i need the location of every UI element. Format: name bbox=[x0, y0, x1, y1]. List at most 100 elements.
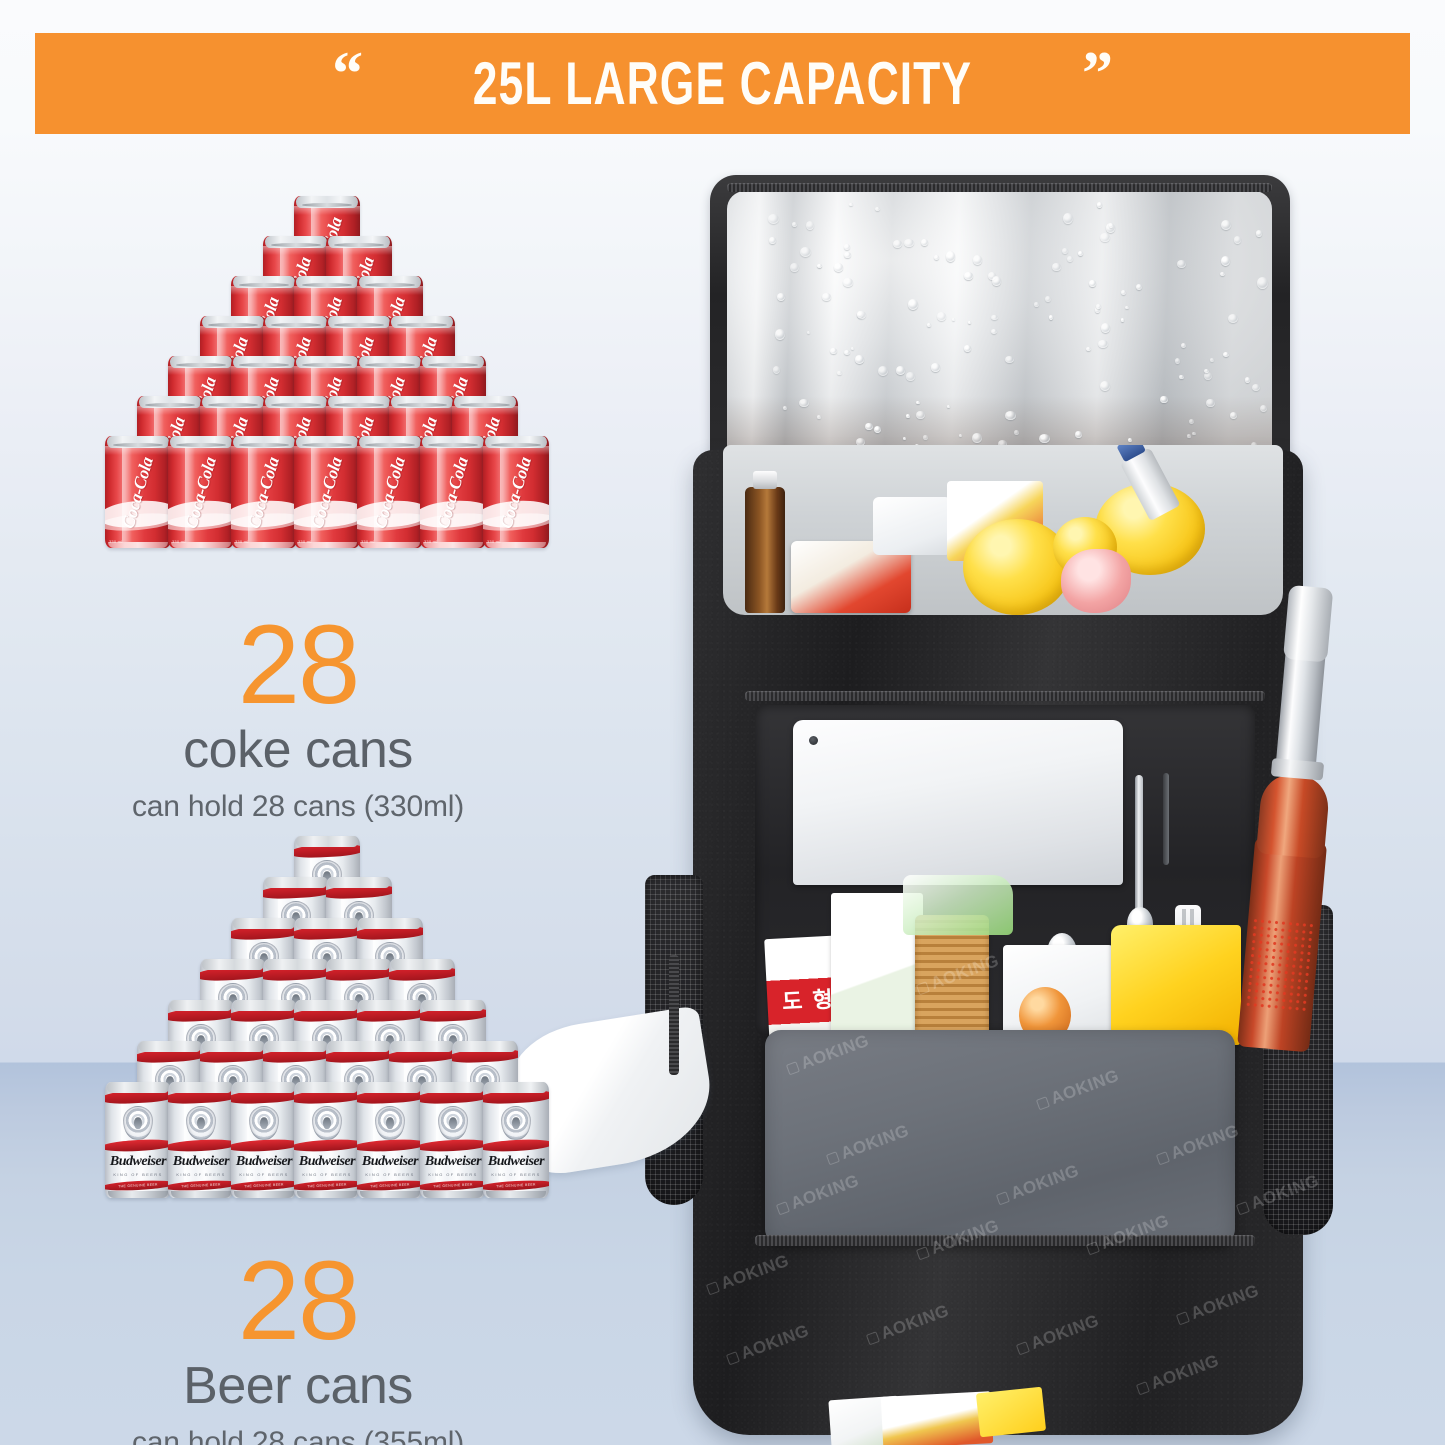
water-droplet bbox=[990, 328, 998, 334]
can-lid bbox=[390, 1041, 453, 1052]
budweiser-logo: Budweiser bbox=[298, 1154, 356, 1169]
budweiser-crest-icon bbox=[375, 1106, 405, 1140]
water-droplet bbox=[1048, 315, 1053, 320]
water-droplet bbox=[806, 331, 811, 335]
main-zipper-bottom[interactable] bbox=[755, 1235, 1255, 1246]
water-droplet bbox=[865, 422, 873, 431]
main-compartment bbox=[723, 445, 1283, 615]
wine-bottle-shoulder bbox=[1255, 773, 1331, 859]
can-volume-text: 330 mL bbox=[235, 539, 250, 544]
can-lid bbox=[201, 316, 264, 328]
water-droplet bbox=[1192, 431, 1197, 435]
water-droplet bbox=[848, 202, 853, 207]
bud-mid-band bbox=[357, 1138, 423, 1153]
water-droplet bbox=[1206, 398, 1216, 408]
can-shoulder bbox=[231, 366, 297, 375]
water-droplet bbox=[987, 271, 996, 280]
budweiser-crest-icon bbox=[249, 1106, 279, 1140]
water-droplet bbox=[855, 438, 866, 447]
can-shoulder bbox=[451, 406, 518, 415]
water-droplet bbox=[817, 263, 822, 268]
foil-fold-highlights bbox=[727, 191, 1272, 466]
can-base bbox=[360, 542, 420, 548]
bud-mid-band bbox=[168, 1138, 234, 1153]
green-wrapped-snack bbox=[903, 875, 1013, 935]
can-lid bbox=[233, 1082, 295, 1093]
yellow-snack-bag bbox=[1111, 925, 1241, 1045]
coke-can-row: Coca-Cola330 mLCoca-Cola330 mLCoca-Cola3… bbox=[105, 436, 549, 548]
can-shoulder bbox=[199, 326, 266, 335]
water-droplet bbox=[873, 426, 881, 433]
water-droplet bbox=[904, 238, 915, 248]
can-lid bbox=[107, 436, 169, 448]
can-lid bbox=[264, 1041, 327, 1052]
water-droplet bbox=[837, 370, 842, 376]
budweiser-logo: Budweiser bbox=[361, 1154, 419, 1169]
can-lid bbox=[170, 1000, 232, 1011]
gray-pouch[interactable] bbox=[765, 1030, 1235, 1245]
water-droplet bbox=[1233, 236, 1242, 244]
can-lid bbox=[170, 1082, 232, 1093]
can-shoulder bbox=[231, 446, 297, 455]
can-shoulder bbox=[199, 406, 266, 415]
banner-text-group: “ 25L LARGE CAPACITY ” bbox=[332, 43, 1113, 118]
coca-cola-can: Coca-Cola330 mL bbox=[231, 436, 297, 548]
budweiser-subtitle: KING OF BEERS bbox=[428, 1172, 478, 1177]
water-droplet bbox=[916, 410, 925, 420]
can-lid bbox=[201, 1041, 264, 1052]
water-droplet bbox=[1075, 430, 1082, 439]
water-droplet bbox=[1038, 433, 1050, 443]
can-shoulder bbox=[325, 246, 392, 255]
can-base bbox=[486, 542, 546, 548]
budweiser-logo: Budweiser bbox=[487, 1154, 545, 1169]
water-droplet bbox=[972, 432, 983, 444]
water-droplet bbox=[1251, 383, 1260, 391]
budweiser-crest-icon bbox=[438, 1106, 468, 1140]
can-shoulder bbox=[388, 326, 455, 335]
can-base bbox=[486, 1191, 546, 1198]
can-gloss bbox=[185, 446, 196, 542]
can-shoulder bbox=[294, 446, 360, 455]
budweiser-subtitle: KING OF BEERS bbox=[239, 1172, 289, 1177]
can-shoulder bbox=[105, 446, 171, 455]
can-lid bbox=[422, 1000, 484, 1011]
bottom-compartment-snacks bbox=[828, 1386, 1047, 1445]
can-gloss bbox=[311, 446, 322, 542]
can-gloss bbox=[248, 446, 259, 542]
can-base bbox=[297, 1191, 357, 1198]
can-lid bbox=[296, 1000, 358, 1011]
coca-cola-can: Coca-Cola330 mL bbox=[294, 436, 360, 548]
can-volume-text: 330 mL bbox=[109, 539, 124, 544]
budweiser-crest-icon bbox=[501, 1106, 531, 1140]
can-lid bbox=[264, 877, 327, 888]
water-droplet bbox=[843, 243, 850, 251]
can-lid bbox=[390, 316, 453, 328]
water-droplet bbox=[1160, 395, 1168, 404]
can-lid bbox=[233, 276, 295, 288]
front-pocket-zipper[interactable] bbox=[745, 691, 1265, 701]
water-droplet bbox=[834, 263, 844, 272]
water-droplet bbox=[1259, 404, 1267, 413]
quote-open-glyph: “ bbox=[332, 39, 364, 108]
can-lid bbox=[359, 1082, 421, 1093]
can-lid bbox=[485, 1082, 547, 1093]
water-droplet bbox=[1187, 434, 1192, 438]
can-lid bbox=[296, 918, 358, 929]
coke-can-pyramid: Coca-Cola330 mLCoca-Cola330 mLCoca-Cola3… bbox=[105, 196, 555, 586]
water-droplet bbox=[951, 317, 956, 322]
can-shoulder bbox=[136, 406, 203, 415]
can-volume-text: 330 mL bbox=[298, 539, 313, 544]
water-droplet bbox=[1210, 358, 1215, 362]
water-droplet bbox=[774, 328, 786, 340]
can-shoulder bbox=[262, 326, 329, 335]
water-droplet bbox=[972, 255, 982, 265]
water-droplet bbox=[1174, 357, 1180, 364]
pen bbox=[1163, 773, 1169, 865]
can-lid bbox=[327, 877, 390, 888]
tablet-device bbox=[793, 720, 1123, 885]
wine-label-dots bbox=[1244, 916, 1315, 1012]
lid-zipper[interactable] bbox=[727, 183, 1272, 192]
can-lid bbox=[422, 1082, 484, 1093]
budweiser-subtitle: KING OF BEERS bbox=[302, 1172, 352, 1177]
